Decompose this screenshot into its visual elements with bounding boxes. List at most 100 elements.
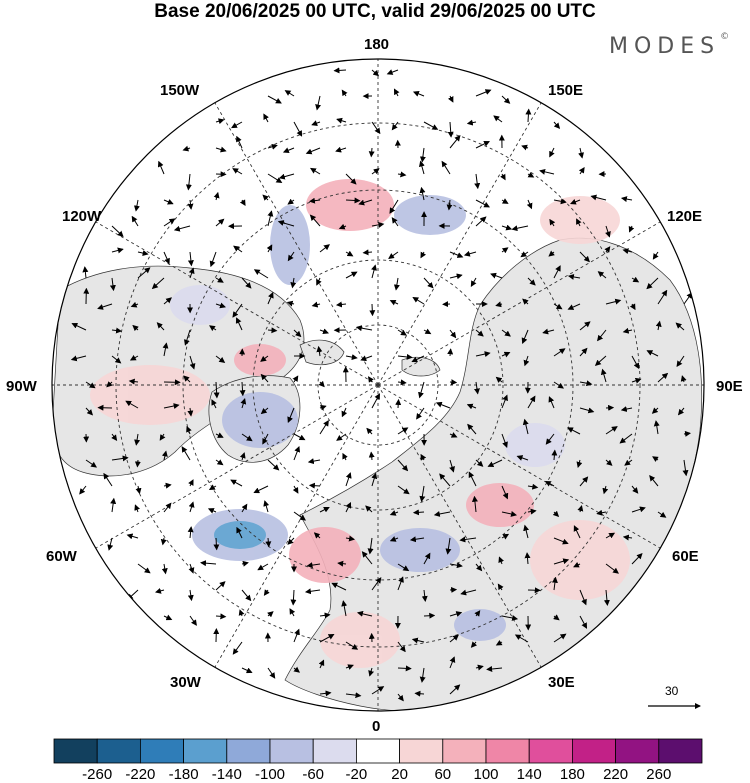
wind-arrow	[371, 472, 378, 487]
wind-arrow	[361, 551, 373, 565]
wind-arrow	[160, 537, 167, 546]
wind-arrow	[419, 186, 426, 201]
wind-arrow	[277, 220, 295, 227]
wind-arrow	[421, 589, 428, 603]
wind-arrow	[316, 345, 323, 357]
wind-arrow	[579, 347, 588, 357]
wind-arrow	[495, 376, 503, 383]
wind-arrow	[238, 609, 245, 617]
wind-arrow	[111, 327, 123, 334]
wind-arrow	[441, 160, 451, 175]
wind-arrow	[397, 353, 413, 360]
wind-arrow	[137, 563, 151, 574]
lon-label-120e: 120E	[667, 208, 703, 225]
wind-arrow	[111, 455, 129, 462]
wind-arrow	[215, 302, 226, 309]
wind-arrow	[209, 325, 217, 332]
wind-arrow	[397, 665, 412, 672]
wind-arrow	[97, 303, 113, 310]
wind-arrow	[675, 322, 685, 331]
wind-arrow	[539, 168, 555, 175]
wind-arrow	[233, 245, 243, 253]
wind-arrow	[187, 589, 194, 602]
anomaly-negative-greenland	[222, 392, 298, 448]
wind-arrow	[368, 376, 374, 383]
colorbar-tick-label: -260	[82, 766, 113, 783]
wind-arrow	[371, 264, 377, 279]
wind-arrow	[366, 427, 373, 435]
wind-arrow	[683, 292, 693, 305]
wind-arrow	[475, 664, 484, 671]
wind-arrow	[602, 485, 609, 495]
anomaly-negative-europe	[380, 528, 460, 572]
wind-arrow	[267, 611, 274, 618]
wind-arrow	[490, 272, 503, 279]
wind-vectors	[70, 67, 693, 702]
wind-arrow	[511, 225, 529, 232]
wind-arrow	[446, 199, 453, 211]
wind-arrow	[449, 611, 463, 617]
wind-arrow	[657, 289, 668, 305]
wind-arrow	[316, 277, 322, 286]
wind-arrow	[527, 277, 536, 286]
wind-arrow	[262, 433, 269, 445]
wind-arrow	[287, 407, 295, 424]
wind-arrow	[134, 433, 141, 446]
wind-arrow	[395, 398, 402, 409]
wind-arrow	[423, 612, 436, 619]
wind-arrow	[501, 95, 511, 104]
wind-arrow	[371, 168, 380, 175]
wind-arrow	[553, 381, 564, 389]
lon-label-60e: 60E	[672, 548, 699, 565]
wind-arrow	[470, 641, 478, 648]
wind-arrow	[416, 407, 425, 420]
wind-arrow	[646, 277, 659, 290]
wind-arrow	[345, 271, 358, 279]
wind-arrow	[522, 298, 529, 305]
wind-arrow	[230, 479, 243, 487]
anomaly-negative-canada	[270, 205, 310, 285]
colorbar-swatch	[226, 738, 271, 764]
wind-arrow	[187, 407, 194, 417]
wind-arrow	[604, 246, 611, 253]
wind-arrow	[474, 381, 480, 395]
wind-arrow	[620, 196, 633, 203]
reference-vector-label: 30	[665, 684, 679, 698]
wind-arrow	[267, 667, 276, 679]
wind-arrow	[215, 355, 226, 363]
wind-arrow	[232, 641, 243, 655]
wind-arrow	[475, 89, 492, 97]
wind-arrow	[419, 485, 426, 503]
wind-arrow	[260, 407, 269, 415]
colorbar-swatch	[658, 738, 703, 764]
wind-arrow	[213, 191, 220, 201]
wind-arrow	[579, 615, 588, 629]
wind-arrow	[495, 301, 503, 308]
wind-arrow	[463, 250, 477, 257]
wind-arrow	[111, 433, 118, 441]
wind-arrow	[337, 560, 347, 567]
wind-arrow	[553, 303, 563, 310]
wind-arrow	[579, 589, 587, 606]
wind-arrow	[419, 667, 426, 683]
lon-label-90w: 90W	[6, 378, 37, 395]
wind-arrow	[282, 147, 295, 154]
anomaly-positive-iberia	[320, 612, 400, 668]
wind-arrow	[111, 355, 122, 364]
wind-arrow	[449, 459, 455, 473]
lon-label-150w: 150W	[160, 82, 200, 99]
wind-arrow	[128, 378, 139, 385]
wind-arrow	[631, 276, 640, 283]
wind-arrow	[501, 511, 517, 517]
wind-arrow	[605, 563, 619, 574]
wind-arrow	[335, 301, 347, 308]
wind-arrow	[578, 147, 585, 159]
wind-arrow	[263, 500, 270, 513]
wind-arrow	[132, 324, 139, 332]
wind-arrow	[549, 218, 556, 227]
wind-arrow	[241, 667, 253, 674]
wind-arrow	[365, 505, 373, 513]
wind-arrow	[267, 327, 278, 334]
wind-arrow	[449, 562, 463, 569]
